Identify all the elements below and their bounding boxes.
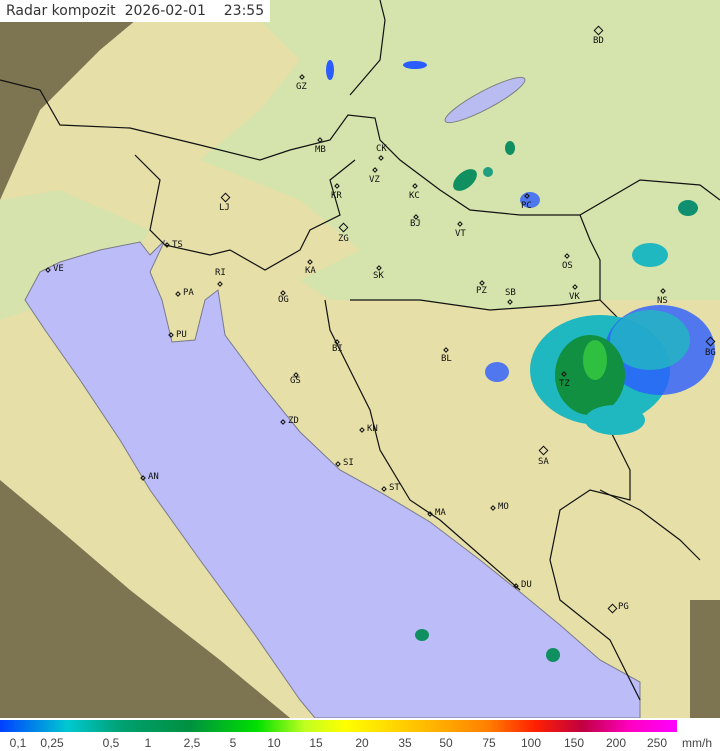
legend-tick-label: 200 — [605, 736, 627, 750]
legend-tick-label: 50 — [439, 736, 453, 750]
city-label-sa: SA — [538, 457, 549, 467]
city-label-pc: PC — [521, 201, 532, 211]
legend-tick-label: 250 — [646, 736, 668, 750]
legend-tick-label: 1 — [144, 736, 152, 750]
legend-tick-label: 75 — [482, 736, 496, 750]
city-label-vz: VZ — [369, 175, 380, 185]
map-title: Radar kompozit 2026-02-01 23:55 — [0, 0, 271, 22]
city-label-vk: VK — [569, 292, 580, 302]
city-label-mb: MB — [315, 145, 326, 155]
title-label: Radar kompozit — [6, 3, 116, 19]
city-label-tz: TZ — [559, 379, 570, 389]
adriatic-sea — [24, 239, 641, 718]
city-label-bj: BJ — [410, 219, 421, 229]
city-label-bi: BI — [332, 344, 343, 354]
city-label-du: DU — [521, 580, 532, 590]
legend-unit: mm/h — [682, 736, 712, 750]
city-label-og: OG — [278, 295, 289, 305]
city-label-ns: NS — [657, 296, 668, 306]
precipitation-legend: 0,1 0,25 0,5 1 2,5 5 10 15 20 35 50 75 100 150 200 250 … — [0, 718, 720, 751]
legend-tick-label: 0,5 — [102, 736, 120, 750]
city-label-ma: MA — [435, 508, 446, 518]
lake-balaton — [444, 76, 526, 124]
city-label-os: OS — [562, 261, 573, 271]
city-label-ri: RI — [215, 268, 226, 278]
city-label-ts: TS — [172, 240, 183, 250]
city-label-pg: PG — [618, 602, 629, 612]
legend-tick-label: 0,25 — [40, 736, 64, 750]
city-label-bl: BL — [441, 354, 452, 364]
legend-tick-label: 150 — [563, 736, 585, 750]
city-label-mo: MO — [498, 502, 509, 512]
city-label-pu: PU — [176, 330, 187, 340]
city-label-kn: KN — [367, 424, 378, 434]
title-date: 2026-02-01 — [124, 3, 206, 19]
color-scale-bar — [0, 720, 677, 732]
city-label-gz: GZ — [296, 82, 307, 92]
city-label-zg: ZG — [338, 234, 349, 244]
city-label-si: SI — [343, 458, 354, 468]
city-label-bg: BG — [705, 348, 716, 358]
city-label-kr: KR — [331, 191, 342, 201]
city-label-st: ST — [389, 483, 400, 493]
city-label-bd: BD — [593, 36, 604, 46]
city-label-sb: SB — [505, 288, 516, 298]
city-label-vt: VT — [455, 229, 466, 239]
city-label-ck: CK — [376, 144, 387, 154]
legend-tick-label: 20 — [355, 736, 369, 750]
city-label-ve: VE — [53, 264, 64, 274]
legend-tick-label: 15 — [309, 736, 323, 750]
title-time: 23:55 — [223, 3, 265, 19]
city-label-ka: KA — [305, 266, 316, 276]
city-label-an: AN — [148, 472, 159, 482]
radar-map — [0, 0, 720, 718]
legend-tick-label: 0,1 — [9, 736, 27, 750]
legend-tick-label: 2,5 — [183, 736, 201, 750]
city-label-gs: GS — [290, 376, 301, 386]
city-label-lj: LJ — [219, 203, 230, 213]
city-label-sk: SK — [373, 271, 384, 281]
city-label-kc: KC — [409, 191, 420, 201]
precipitation — [326, 60, 715, 662]
city-label-pz: PZ — [476, 286, 487, 296]
legend-tick-label: 10 — [267, 736, 281, 750]
city-label-zd: ZD — [288, 416, 299, 426]
city-label-pa: PA — [183, 288, 194, 298]
borders — [0, 0, 720, 701]
legend-tick-label: 5 — [229, 736, 237, 750]
legend-tick-label: 35 — [398, 736, 412, 750]
legend-tick-label: 100 — [520, 736, 542, 750]
